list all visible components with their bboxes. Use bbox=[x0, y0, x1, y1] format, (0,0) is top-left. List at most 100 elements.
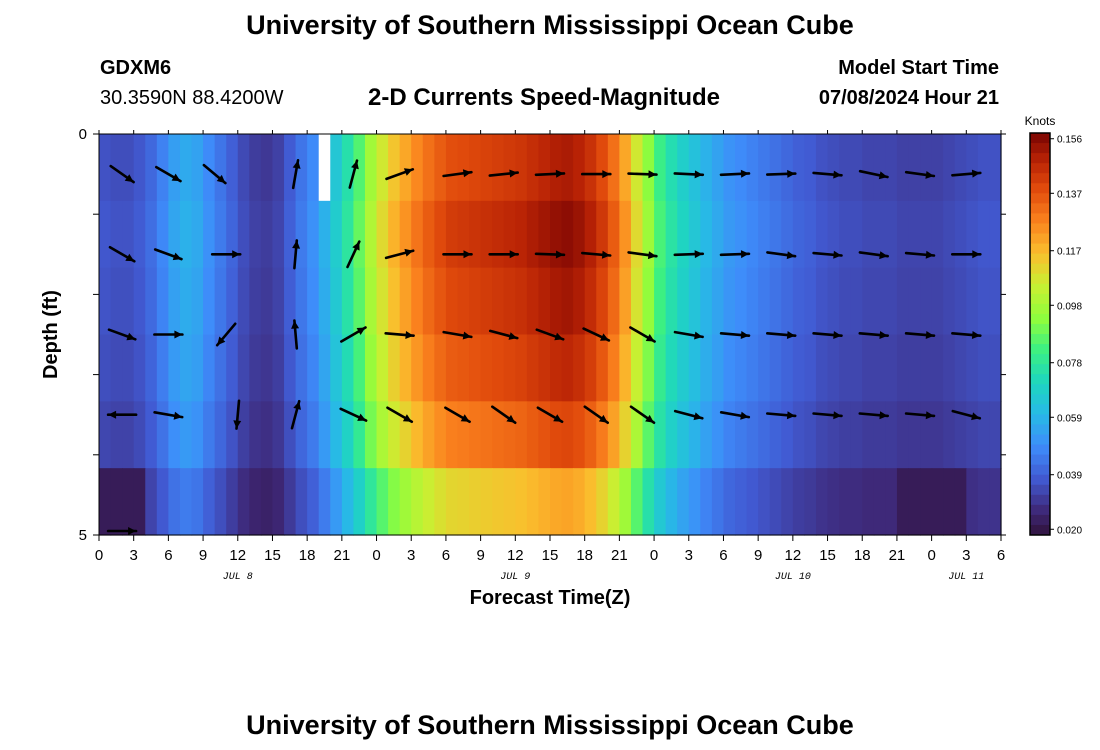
vector-head bbox=[217, 336, 226, 346]
vector-head bbox=[694, 250, 703, 259]
colorbar-segment bbox=[1030, 293, 1050, 305]
heat-cell bbox=[515, 134, 528, 202]
heat-cell bbox=[168, 401, 181, 469]
heat-cell bbox=[677, 200, 690, 269]
x-axis: 0 3 6 9 12 15 18 21 0 3 6 9 12 15 18 21 0 3 6 9 12 15 18 21 0 3 6 J… bbox=[95, 130, 1005, 583]
heat-cell bbox=[931, 267, 944, 336]
x-tick-label: 6 bbox=[164, 547, 172, 564]
heat-cell bbox=[550, 401, 563, 469]
heat-cell bbox=[815, 200, 829, 269]
current-vector bbox=[673, 170, 705, 179]
heat-cell bbox=[226, 468, 239, 536]
x-tick-label: 3 bbox=[962, 547, 970, 564]
current-vector bbox=[233, 399, 242, 430]
vector-head bbox=[463, 250, 472, 259]
heat-cell bbox=[214, 200, 227, 269]
heat-cell bbox=[295, 468, 308, 536]
station-coordinates: 30.3590N 88.4200W bbox=[100, 87, 284, 109]
heat-cell bbox=[353, 267, 366, 336]
heat-cell bbox=[804, 200, 817, 269]
heat-cell bbox=[688, 334, 701, 402]
colorbar-segment bbox=[1030, 213, 1050, 224]
vector-head bbox=[879, 411, 888, 420]
current-vector bbox=[629, 405, 656, 425]
current-vector bbox=[488, 329, 519, 340]
heat-cell bbox=[654, 468, 667, 536]
heat-cell bbox=[573, 267, 586, 336]
heat-cell bbox=[226, 134, 239, 202]
current-vector bbox=[812, 411, 843, 420]
heat-cell bbox=[943, 468, 956, 536]
heat-cell bbox=[515, 200, 528, 269]
heat-cell bbox=[989, 401, 1002, 469]
heat-cell bbox=[156, 267, 169, 336]
heat-cell bbox=[619, 401, 632, 469]
heat-cell bbox=[711, 468, 725, 536]
heat-cell bbox=[445, 267, 459, 336]
heat-cell bbox=[399, 134, 412, 202]
heat-cell bbox=[272, 134, 285, 202]
heat-cell bbox=[341, 267, 355, 336]
vector-head bbox=[878, 171, 888, 180]
current-vector bbox=[386, 406, 414, 424]
current-vector bbox=[442, 330, 473, 340]
vector-head bbox=[598, 414, 608, 423]
heat-cell bbox=[654, 334, 667, 402]
vector-head bbox=[553, 414, 563, 422]
current-vector bbox=[444, 406, 471, 424]
heat-cell bbox=[723, 134, 736, 202]
heat-cell bbox=[122, 401, 135, 469]
heat-cell bbox=[954, 134, 967, 202]
heat-cell bbox=[746, 401, 759, 469]
heat-cell bbox=[954, 334, 967, 402]
heat-cell bbox=[388, 200, 401, 269]
heat-cell bbox=[896, 334, 910, 402]
heat-cell bbox=[422, 401, 435, 469]
vector-head bbox=[693, 412, 703, 421]
heat-cell bbox=[573, 468, 586, 536]
heat-cell bbox=[561, 334, 574, 402]
vector-head bbox=[972, 250, 981, 259]
current-vector bbox=[580, 250, 612, 259]
current-vector bbox=[155, 165, 182, 183]
current-vector bbox=[858, 169, 889, 180]
heat-cell bbox=[642, 200, 655, 269]
colorbar-segment bbox=[1030, 253, 1050, 265]
current-vector bbox=[951, 409, 982, 421]
heat-cell bbox=[746, 468, 759, 536]
heat-cell bbox=[619, 267, 632, 336]
vector-head bbox=[647, 251, 657, 260]
colorbar-segment bbox=[1030, 303, 1050, 315]
heat-cell bbox=[665, 401, 678, 469]
heat-cell bbox=[133, 200, 146, 269]
heat-cell bbox=[792, 267, 806, 336]
vector-head bbox=[786, 331, 796, 339]
heat-cell bbox=[226, 267, 239, 336]
x-tick-label: 18 bbox=[576, 547, 593, 564]
current-vector bbox=[950, 250, 982, 259]
heat-cell bbox=[422, 134, 435, 202]
colorbar-segment bbox=[1030, 344, 1050, 355]
heat-cell bbox=[515, 334, 528, 402]
heat-cell bbox=[364, 334, 378, 402]
heat-cell bbox=[850, 468, 863, 536]
vector-head bbox=[645, 414, 654, 423]
vector-head bbox=[925, 171, 934, 179]
heat-cell bbox=[445, 200, 459, 269]
heat-cell bbox=[503, 401, 516, 469]
heat-cell bbox=[492, 334, 505, 402]
heat-cell bbox=[723, 334, 736, 402]
heat-cell bbox=[469, 267, 482, 336]
heat-cell bbox=[480, 267, 493, 336]
heat-cell bbox=[654, 134, 667, 202]
vector-head bbox=[108, 410, 117, 419]
heat-cell bbox=[769, 468, 782, 536]
heat-cell bbox=[249, 200, 262, 269]
heat-cell bbox=[688, 468, 701, 536]
heat-cell bbox=[561, 468, 574, 536]
heat-cell bbox=[376, 334, 389, 402]
heat-cell bbox=[908, 200, 921, 269]
vector-head bbox=[925, 250, 934, 259]
heat-cell bbox=[977, 334, 991, 402]
heat-cell bbox=[827, 134, 840, 202]
